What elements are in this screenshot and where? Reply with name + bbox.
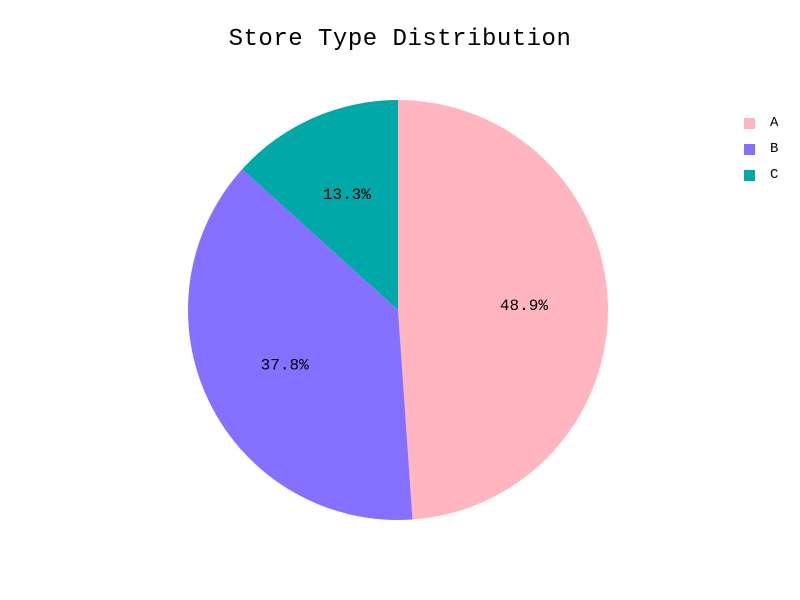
legend-swatch-c: [744, 169, 755, 181]
legend-swatch-b: [744, 143, 755, 155]
legend-label-c: C: [770, 167, 779, 183]
pie-slice-a[interactable]: [398, 100, 608, 520]
legend-item-c[interactable]: C: [744, 162, 778, 188]
legend: A B C: [744, 110, 778, 188]
legend-swatch-a: [744, 117, 755, 129]
pie-label-a: 48.9%: [500, 297, 548, 315]
pie-slice-b[interactable]: [188, 169, 413, 520]
legend-item-b[interactable]: B: [744, 136, 778, 162]
legend-label-a: A: [770, 115, 779, 131]
legend-label-b: B: [770, 141, 779, 157]
pie-slice-c[interactable]: [242, 100, 398, 310]
pie-label-b: 37.8%: [261, 356, 309, 374]
pie-label-c: 13.3%: [323, 186, 371, 204]
legend-item-a[interactable]: A: [744, 110, 778, 136]
chart-title: Store Type Distribution: [228, 26, 572, 53]
